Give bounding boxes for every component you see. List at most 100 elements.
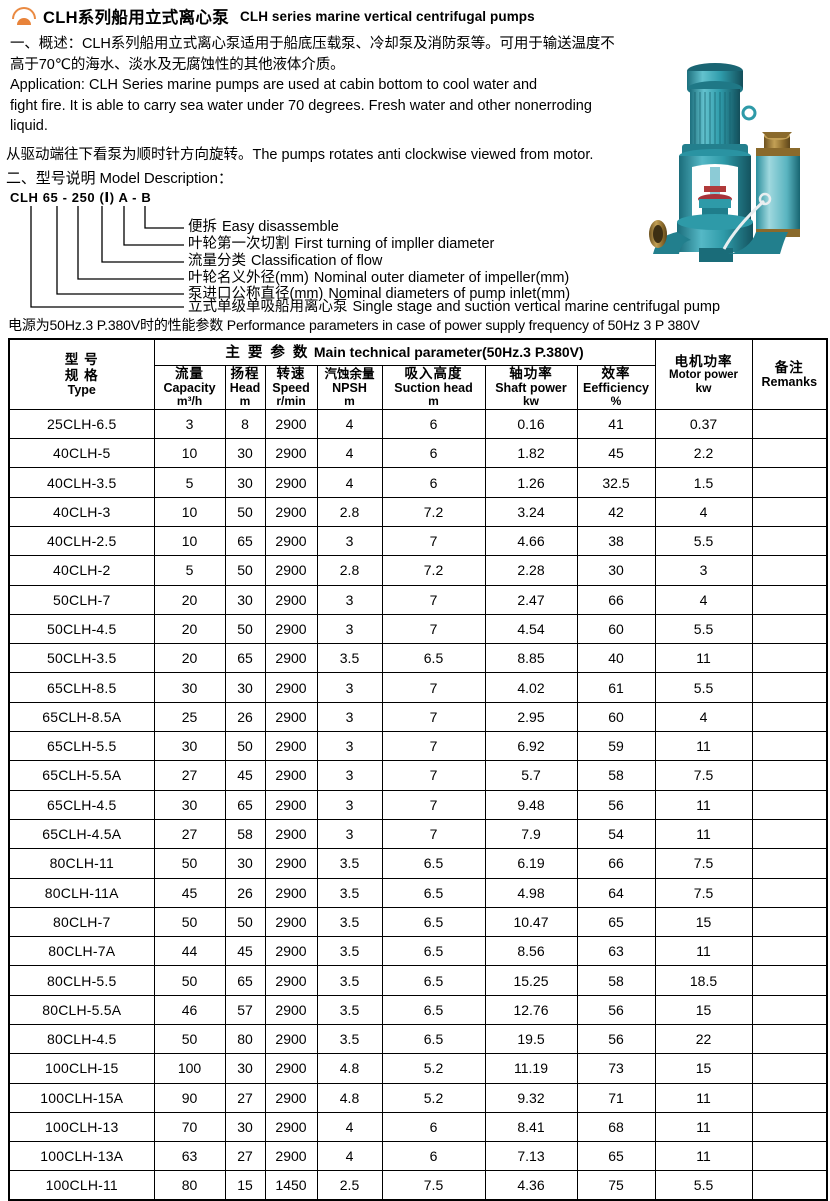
cell-remarks	[751, 965, 828, 996]
model-item-0-cn: 便拆	[188, 219, 217, 236]
cell-capacity: 45	[153, 877, 226, 908]
model-item-5: 立式单级单吸船用离心泵 Single stage and suction vert…	[188, 300, 720, 315]
cell-capacity: 44	[153, 936, 226, 967]
efficiency-header-cn: 效率	[601, 365, 631, 381]
page-title: CLH系列船用立式离心泵 CLH series marine vertical …	[6, 0, 824, 30]
column-header-remarks: 备注 Remanks	[751, 338, 828, 410]
cell-remarks	[751, 731, 828, 762]
efficiency-header-en: Eefficiency	[583, 381, 650, 396]
cell-efficiency: 56	[576, 789, 656, 820]
cell-speed: 2900	[264, 877, 318, 908]
cell-motor-power: 1.5	[654, 467, 753, 498]
cell-capacity: 90	[153, 1082, 226, 1113]
type-header-cn2: 规 格	[64, 367, 99, 383]
cell-shaft-power: 4.54	[484, 613, 578, 645]
cell-npsh: 3.5	[316, 906, 383, 938]
cell-head: 50	[224, 613, 266, 645]
cell-efficiency: 66	[576, 584, 656, 615]
cell-shaft-power: 9.32	[484, 1082, 578, 1113]
table-row: 50CLH-7 20 30 2900 3 7 2.47 66 4	[8, 584, 828, 615]
cell-suction-head: 7	[381, 760, 486, 791]
cell-suction-head: 7	[381, 672, 486, 703]
cell-remarks	[751, 613, 828, 645]
cell-motor-power: 5.5	[654, 525, 753, 557]
cell-capacity: 10	[153, 496, 226, 527]
cell-capacity: 25	[153, 701, 226, 733]
cell-type: 100CLH-13	[8, 1111, 155, 1143]
cell-efficiency: 61	[576, 672, 656, 703]
cell-shaft-power: 7.9	[484, 818, 578, 850]
cell-suction-head: 7	[381, 818, 486, 850]
cell-head: 45	[224, 936, 266, 967]
cell-remarks	[751, 496, 828, 527]
capacity-header-cn: 流量	[175, 365, 204, 381]
cell-shaft-power: 10.47	[484, 906, 578, 938]
cell-suction-head: 6.5	[381, 936, 486, 967]
overview-cn-line1: 一、概述：CLH系列船用立式离心泵适用于船底压载泵、冷却泵及消防泵等。可用于输送…	[10, 36, 615, 52]
cell-head: 65	[224, 643, 266, 674]
column-header-capacity: 流量 Capacity m³/h	[153, 364, 226, 410]
cell-shaft-power: 7.13	[484, 1141, 578, 1172]
model-item-3-cn: 叶轮名义外径(mm)	[188, 270, 309, 287]
cell-remarks	[751, 818, 828, 850]
table-row: 40CLH-3.5 5 30 2900 4 6 1.26 32.5 1.5	[8, 467, 828, 498]
table-row: 65CLH-8.5 30 30 2900 3 7 4.02 61 5.5	[8, 672, 828, 703]
motor-power-header-en: Motor power	[669, 368, 739, 381]
cell-head: 30	[224, 672, 266, 703]
cell-efficiency: 58	[576, 965, 656, 996]
cell-type: 65CLH-4.5	[8, 789, 155, 820]
cell-type: 65CLH-4.5A	[8, 818, 155, 850]
cell-head: 50	[224, 906, 266, 938]
table-row: 65CLH-4.5A 27 58 2900 3 7 7.9 54 11	[8, 818, 828, 850]
cell-head: 15	[224, 1170, 266, 1201]
table-row: 40CLH-3 10 50 2900 2.8 7.2 3.24 42 4	[8, 496, 828, 527]
cell-head: 30	[224, 848, 266, 879]
cell-remarks	[751, 467, 828, 498]
cell-shaft-power: 11.19	[484, 1053, 578, 1084]
cell-efficiency: 32.5	[576, 467, 656, 498]
cell-capacity: 50	[153, 965, 226, 996]
cell-suction-head: 7.2	[381, 555, 486, 586]
table-row: 80CLH-4.5 50 80 2900 3.5 6.5 19.5 56 22	[8, 1023, 828, 1055]
table-header-sub-row: 流量 Capacity m³/h 扬程 Head m 转速 Speed r/mi…	[9, 364, 827, 410]
cell-head: 58	[224, 818, 266, 850]
cell-remarks	[751, 936, 828, 967]
cell-efficiency: 66	[576, 848, 656, 879]
npsh-header-cn: 汽蚀余量	[324, 366, 375, 381]
cell-npsh: 2.8	[316, 496, 383, 527]
cell-capacity: 50	[153, 848, 226, 879]
cell-remarks	[751, 555, 828, 586]
cell-shaft-power: 0.16	[484, 408, 578, 440]
cell-head: 8	[224, 408, 266, 440]
cell-shaft-power: 1.82	[484, 438, 578, 469]
cell-efficiency: 54	[576, 818, 656, 850]
cell-suction-head: 7.5	[381, 1170, 486, 1201]
overview-cn-line2: 高于70℃的海水、淡水及无腐蚀性的其他液体介质。	[10, 56, 345, 73]
suction-header-cn: 吸入高度	[404, 365, 463, 381]
cell-head: 30	[224, 1111, 266, 1143]
cell-capacity: 50	[153, 1023, 226, 1055]
model-description-diagram: 便拆 Easy disassemble 叶轮第一次切割 First turning …	[6, 206, 826, 315]
cell-speed: 2900	[264, 848, 318, 879]
cell-efficiency: 30	[576, 555, 656, 586]
cell-suction-head: 6	[381, 1111, 486, 1143]
model-item-4-cn: 泵进口公称直径(mm)	[188, 286, 324, 303]
cell-remarks	[751, 584, 828, 615]
cell-motor-power: 18.5	[654, 965, 753, 996]
cell-shaft-power: 2.47	[484, 584, 578, 615]
remarks-header-en: Remanks	[761, 375, 818, 390]
cell-remarks	[751, 525, 828, 557]
cell-type: 80CLH-11A	[8, 877, 155, 908]
model-code-example: CLH 65 - 250 (Ⅰ) A - B	[10, 190, 152, 206]
cell-efficiency: 60	[576, 701, 656, 733]
cell-speed: 1450	[264, 1170, 318, 1201]
cell-capacity: 20	[153, 613, 226, 645]
model-item-1-en: First turning of impller diameter	[294, 236, 495, 253]
cell-motor-power: 4	[654, 496, 753, 527]
cell-speed: 2900	[264, 965, 318, 996]
cell-capacity: 20	[153, 584, 226, 615]
cell-type: 40CLH-3.5	[8, 467, 155, 498]
cell-type: 25CLH-6.5	[8, 408, 155, 440]
cell-motor-power: 15	[654, 906, 753, 938]
model-item-5-cn: 立式单级单吸船用离心泵	[188, 299, 348, 316]
